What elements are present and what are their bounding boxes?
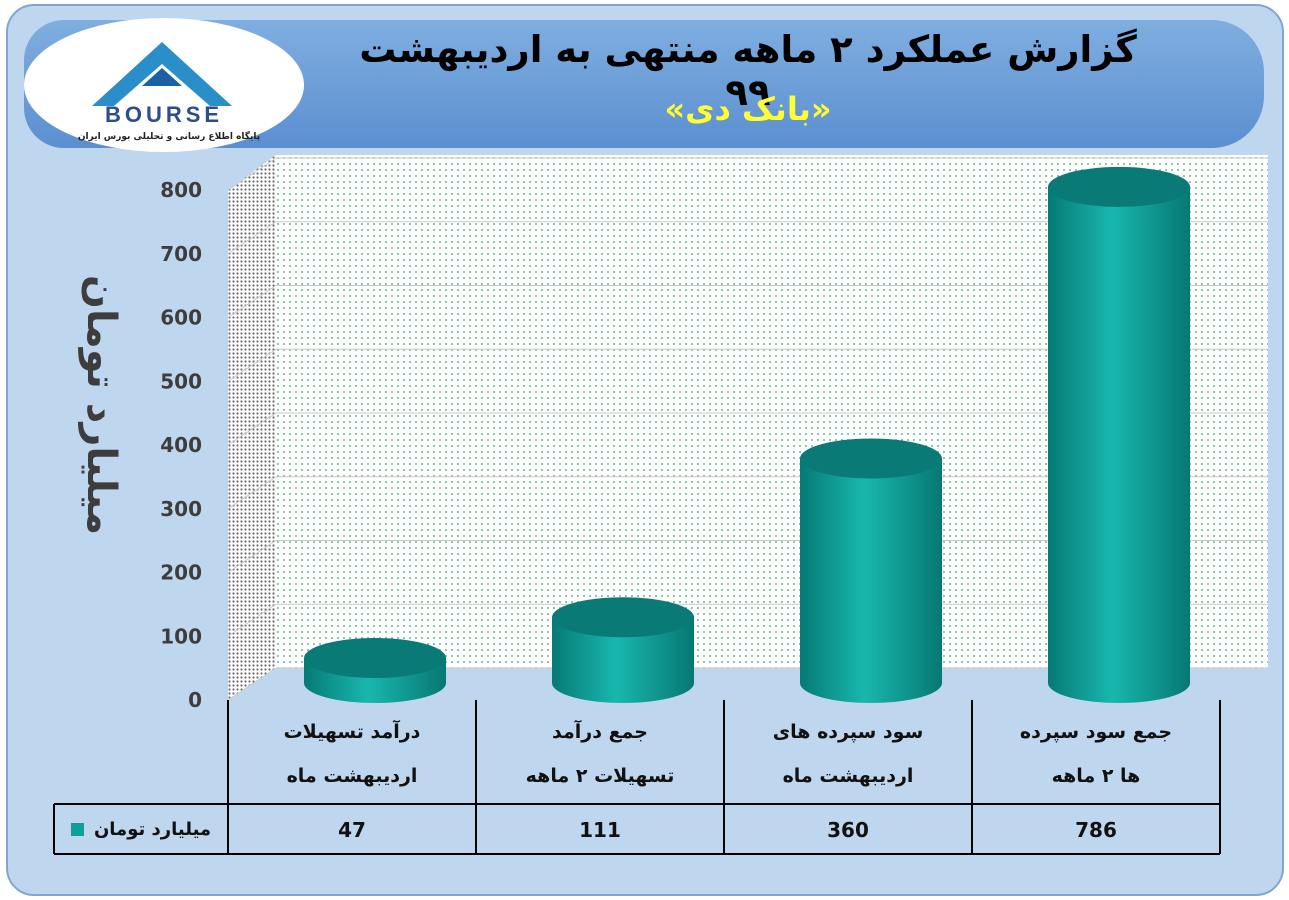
bar-top: [304, 638, 446, 679]
category-label-line: اردیبهشت ماه: [782, 765, 914, 787]
category-label-line: درآمد تسهیلات: [283, 721, 421, 743]
y-tick-label: 300: [160, 497, 202, 521]
data-table-grid: [53, 700, 1221, 855]
y-axis-label: میلیارد تومان: [78, 275, 124, 535]
gridline-side: [227, 667, 277, 701]
logo-text: BOURSE: [104, 102, 224, 127]
category-label-line: تسهیلات ۲ ماهه: [525, 765, 675, 787]
table-value: 360: [827, 818, 869, 842]
page-subtitle: «بانک دی»: [664, 90, 832, 128]
gridline-side: [227, 476, 277, 510]
category-label-line: اردیبهشت ماه: [286, 765, 418, 787]
gridline-side: [227, 157, 277, 191]
y-tick-label: 100: [160, 624, 202, 648]
y-tick-label: 600: [160, 306, 202, 330]
logo-tagline: پایگاه اطلاع رسانی و تحلیلی بورس ایران: [77, 132, 261, 142]
gridline-side: [227, 540, 277, 573]
legend-swatch: [70, 822, 84, 836]
gridline-side: [227, 412, 277, 446]
bar-body: [552, 617, 694, 703]
bar-top: [800, 438, 942, 479]
y-tick-label: 400: [160, 433, 202, 457]
y-tick-label: 200: [160, 561, 202, 585]
category-label-line: سود سپرده های: [772, 721, 924, 743]
bar: [800, 438, 942, 703]
category-label: سود سپرده های اردیبهشت ماه: [724, 710, 972, 798]
bar-body: [1048, 186, 1190, 704]
logo: BOURSE پایگاه اطلاع رسانی و تحلیلی بورس …: [24, 18, 304, 152]
table-value: 47: [338, 818, 366, 842]
bar-top: [1048, 166, 1190, 207]
gridline-side: [227, 348, 277, 382]
bar: [304, 638, 446, 703]
bar-top: [552, 597, 694, 638]
gridline-side: [227, 285, 277, 318]
y-tick-label: 700: [160, 242, 202, 266]
y-axis-ticks: 0 100 200 300 400 500 600 700 800: [160, 178, 202, 712]
bar: [552, 597, 694, 703]
legend-label: میلیارد تومان: [93, 818, 212, 840]
category-label-line: جمع درآمد: [552, 721, 648, 743]
category-label: جمع درآمد تسهیلات ۲ ماهه: [476, 710, 724, 798]
table-value: 111: [579, 818, 621, 842]
category-label: درآمد تسهیلات اردیبهشت ماه: [228, 710, 476, 798]
y-tick-label: 500: [160, 369, 202, 393]
category-label-line: جمع سود سپرده: [1019, 721, 1173, 743]
category-label-line: ها ۲ ماهه: [1051, 765, 1141, 787]
bar: [1048, 166, 1190, 704]
y-tick-label: 800: [160, 178, 202, 202]
bars: [304, 166, 1190, 704]
table-value: 786: [1075, 818, 1117, 842]
y-tick-label: 0: [188, 688, 202, 712]
gridline-side: [227, 221, 277, 255]
page-title: گزارش عملکرد ۲ ماهه منتهی به اردیبهشت ۹۹: [359, 28, 1137, 114]
bar-body: [800, 458, 942, 703]
gridline-side: [227, 603, 277, 637]
legend: میلیارد تومان: [54, 806, 228, 852]
logo-mark-icon: [92, 42, 232, 106]
category-label: جمع سود سپرده ها ۲ ماهه: [972, 710, 1220, 798]
